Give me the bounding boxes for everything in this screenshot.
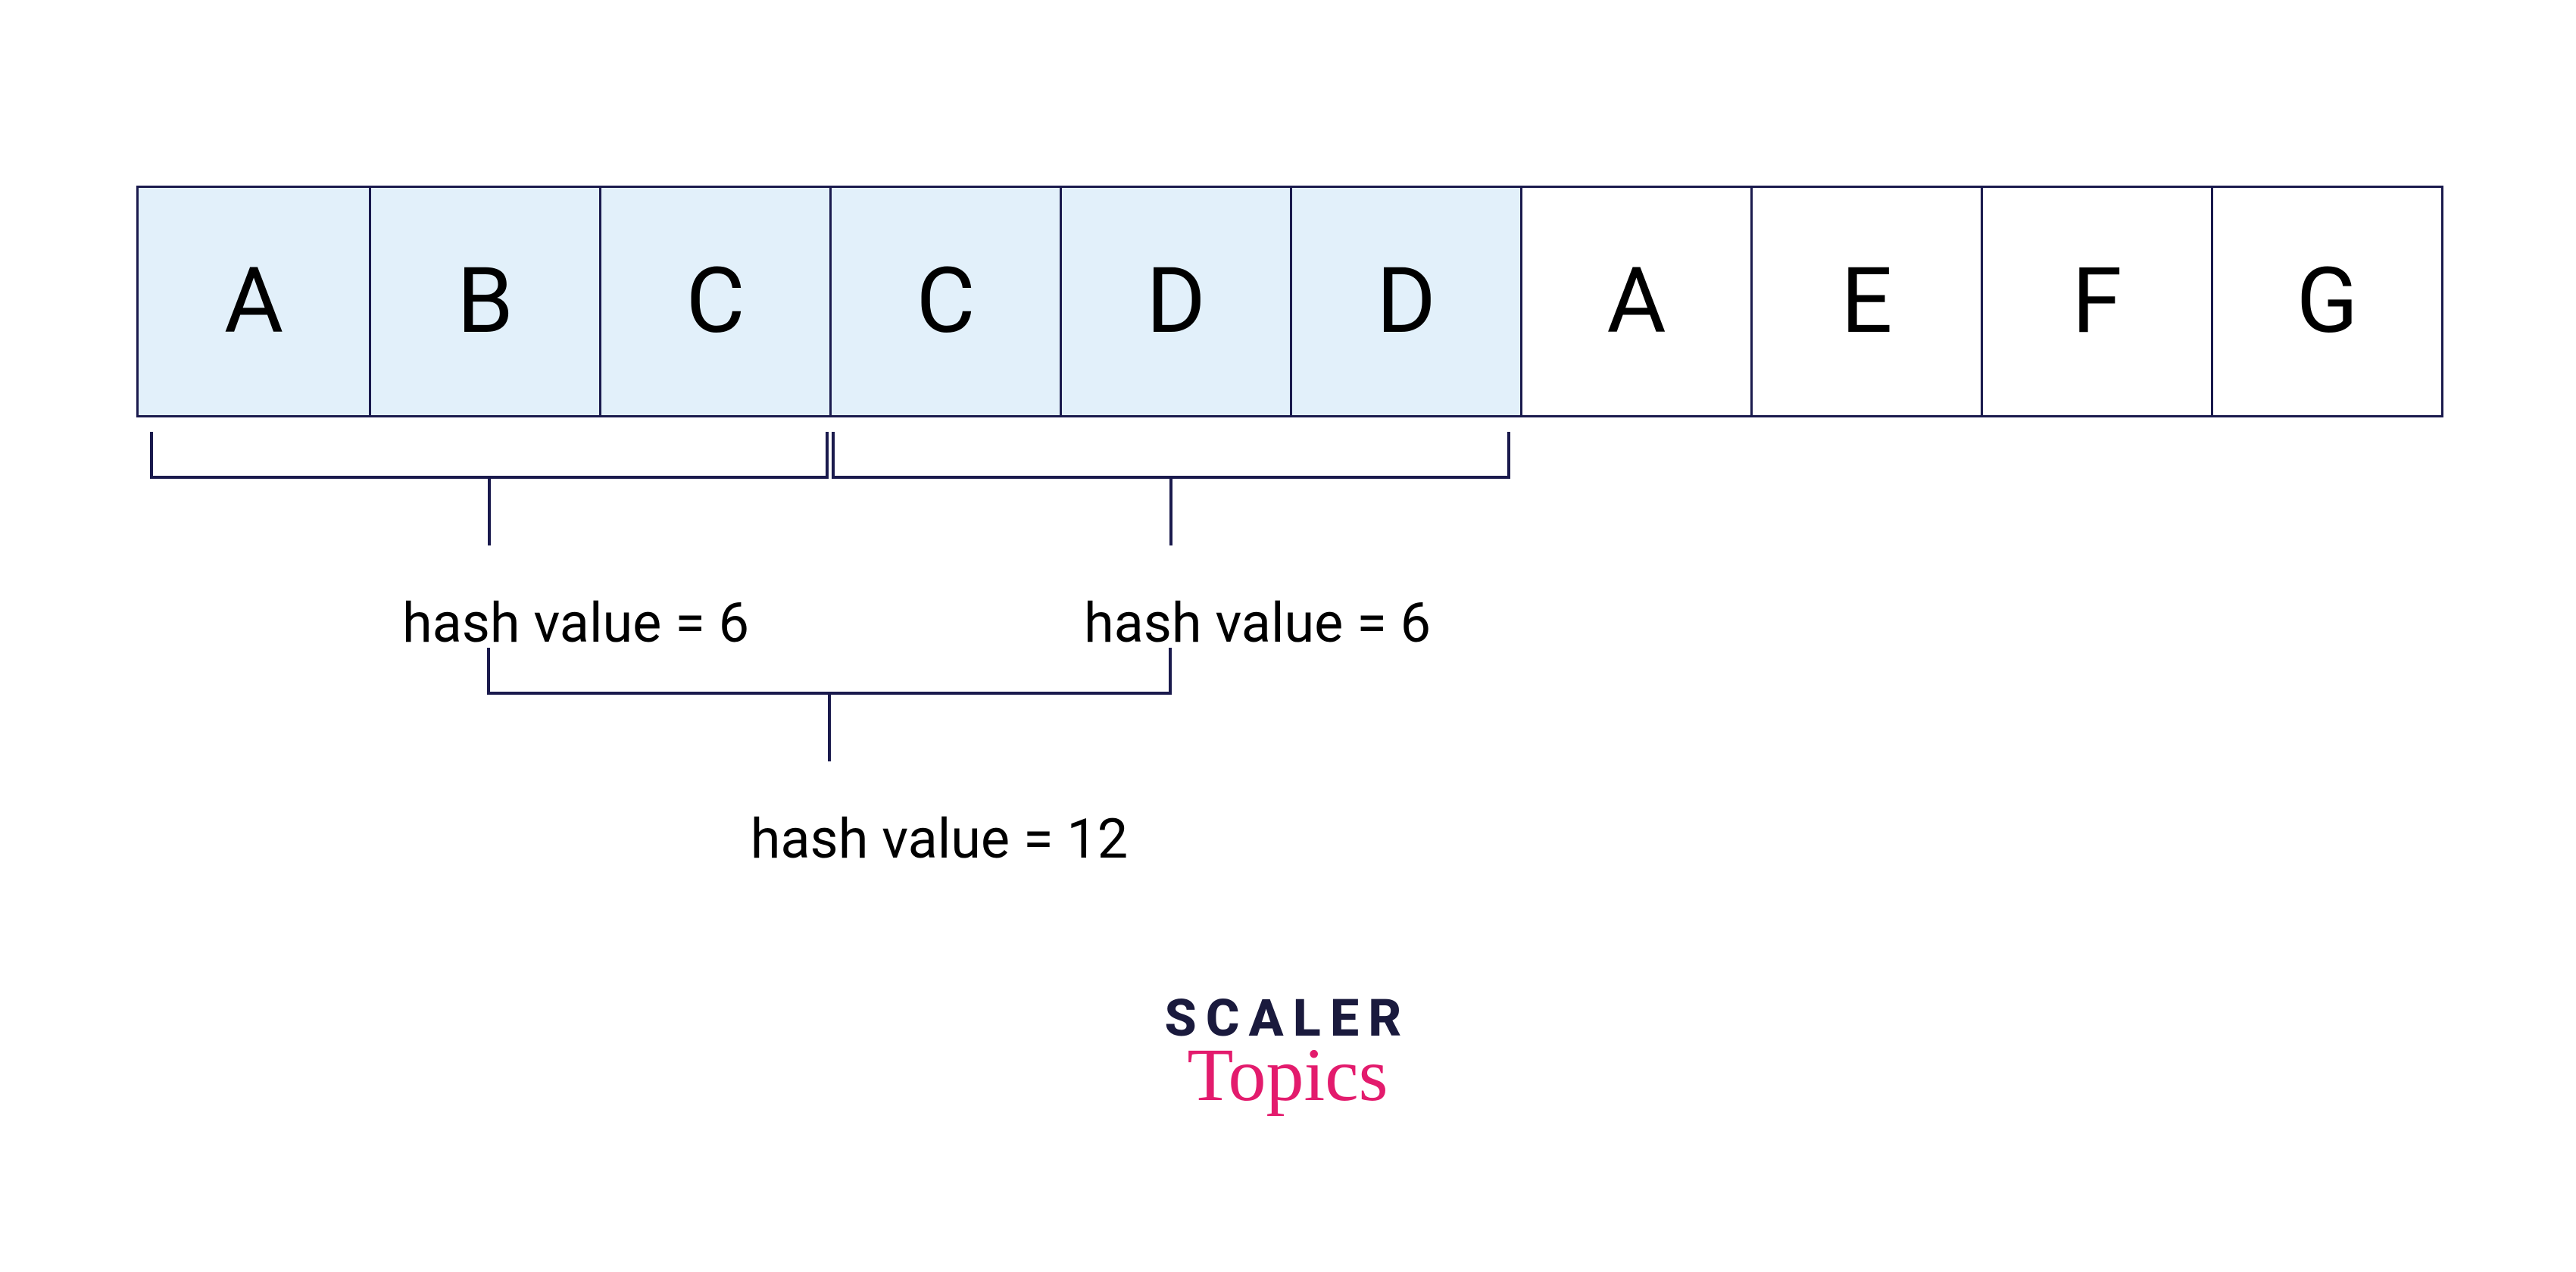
array-cell: A bbox=[139, 188, 369, 415]
array-cell: G bbox=[2211, 188, 2441, 415]
logo-text-bottom: Topics bbox=[1164, 1041, 1410, 1109]
array-cell: E bbox=[1750, 188, 1981, 415]
array-cell: B bbox=[369, 188, 599, 415]
character-array: ABCCDDAEFG bbox=[136, 186, 2443, 417]
hash-label-3: hash value = 12 bbox=[751, 807, 1129, 871]
array-cell: A bbox=[1520, 188, 1750, 415]
scaler-topics-logo: SCALER Topics bbox=[1164, 992, 1410, 1109]
hash-label-2: hash value = 6 bbox=[1084, 591, 1431, 655]
array-cell: C bbox=[829, 188, 1060, 415]
array-cell: D bbox=[1290, 188, 1520, 415]
array-cell: D bbox=[1060, 188, 1290, 415]
hash-label-1: hash value = 6 bbox=[402, 591, 749, 655]
array-cell: F bbox=[1981, 188, 2211, 415]
array-cell: C bbox=[599, 188, 829, 415]
diagram-canvas: ABCCDDAEFG hash value = 6 hash value = 6… bbox=[0, 0, 2576, 1272]
